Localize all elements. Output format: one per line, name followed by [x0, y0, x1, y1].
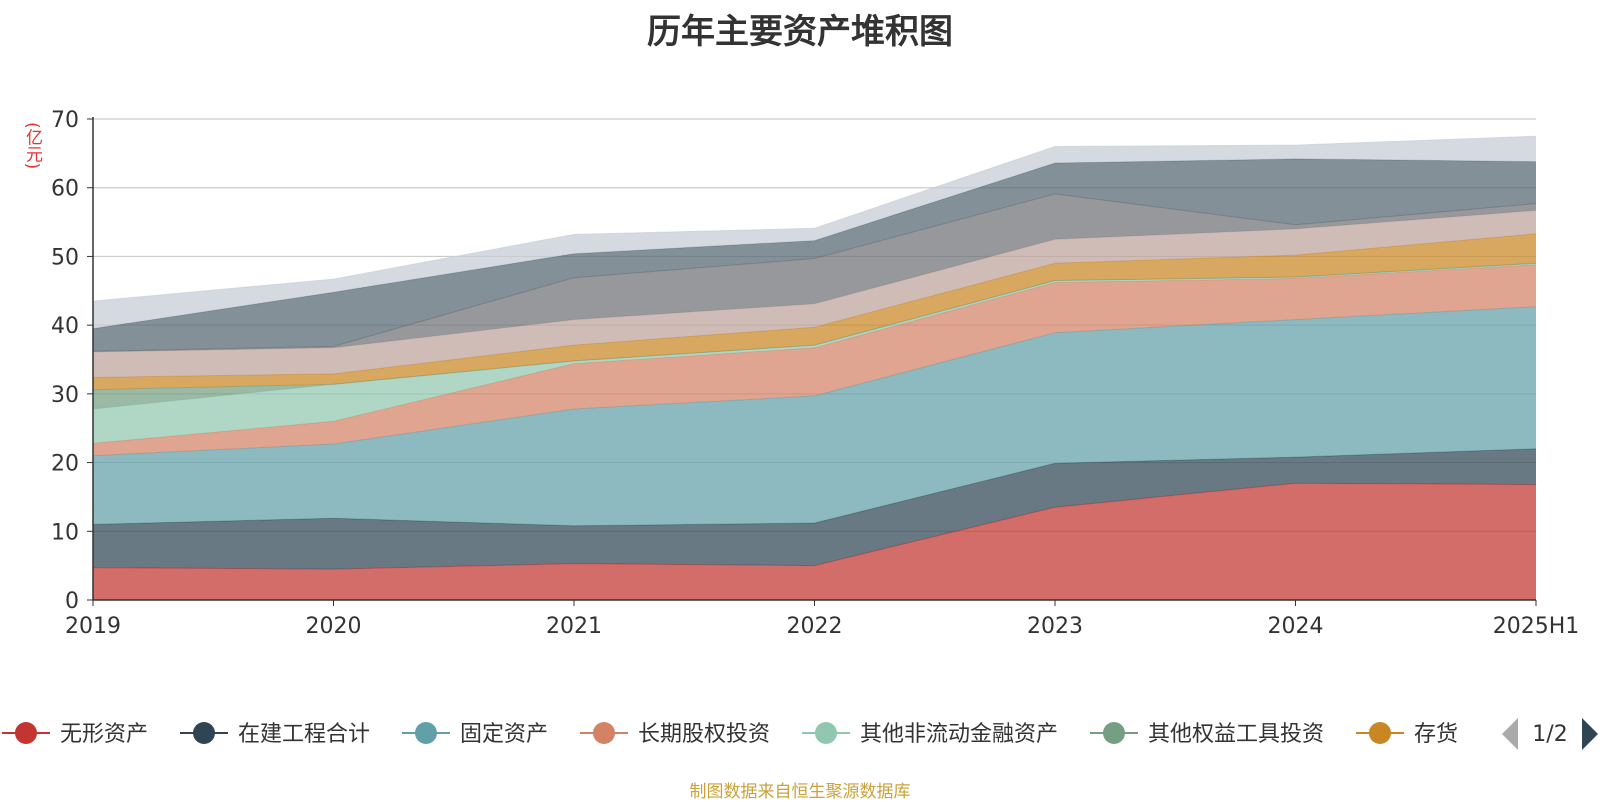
series-area-1 [93, 448, 1536, 570]
y-tick-label: 60 [51, 177, 79, 202]
series-line-10 [92, 135, 1537, 302]
legend-next-icon[interactable] [1582, 718, 1598, 750]
series-area-7 [93, 210, 1536, 378]
legend-item-label[interactable]: 长期股权投资 [638, 722, 770, 747]
chart-title: 历年主要资产堆积图 [647, 12, 953, 52]
legend-prev-icon[interactable] [1502, 718, 1518, 750]
x-tick-label: 2024 [1268, 614, 1324, 639]
legend-page-indicator: 1/2 [1532, 722, 1567, 747]
y-tick-label: 70 [51, 108, 79, 133]
legend-item-label[interactable]: 在建工程合计 [238, 722, 370, 747]
y-tick-label: 40 [51, 314, 79, 339]
series-area-4 [93, 263, 1536, 444]
series-area-2 [93, 306, 1536, 526]
legend-item-label[interactable]: 其他非流动金融资产 [860, 722, 1058, 747]
x-tick-label: 2025H1 [1493, 614, 1580, 639]
series-area-10 [93, 136, 1536, 329]
y-tick-label: 0 [65, 589, 79, 614]
legend-item-label[interactable]: 无形资产 [60, 722, 148, 747]
legend-marker[interactable] [815, 722, 837, 744]
legend-marker[interactable] [15, 722, 37, 744]
legend-marker[interactable] [1369, 722, 1391, 744]
legend-marker[interactable] [193, 722, 215, 744]
y-tick-label: 50 [51, 245, 79, 270]
series-area-9 [93, 158, 1536, 352]
legend-marker[interactable] [1103, 722, 1125, 744]
y-axis-unit: (亿元) [22, 122, 42, 170]
x-tick-label: 2023 [1027, 614, 1083, 639]
x-tick-label: 2022 [787, 614, 843, 639]
legend-item-label[interactable]: 存货 [1414, 722, 1458, 747]
x-tick-label: 2021 [546, 614, 602, 639]
series-area-6 [93, 233, 1536, 390]
legend-item-label[interactable]: 其他权益工具投资 [1148, 722, 1324, 747]
legend-item-label[interactable]: 固定资产 [460, 722, 548, 747]
data-source-note: 制图数据来自恒生聚源数据库 [689, 782, 911, 802]
y-tick-label: 10 [51, 520, 79, 545]
y-tick-label: 20 [51, 452, 79, 477]
legend-marker[interactable] [593, 722, 615, 744]
series-area-0 [93, 483, 1536, 600]
y-tick-label: 30 [51, 383, 79, 408]
x-tick-label: 2020 [306, 614, 362, 639]
x-tick-label: 2019 [65, 614, 121, 639]
legend-marker[interactable] [415, 722, 437, 744]
series-area-3 [93, 264, 1536, 456]
